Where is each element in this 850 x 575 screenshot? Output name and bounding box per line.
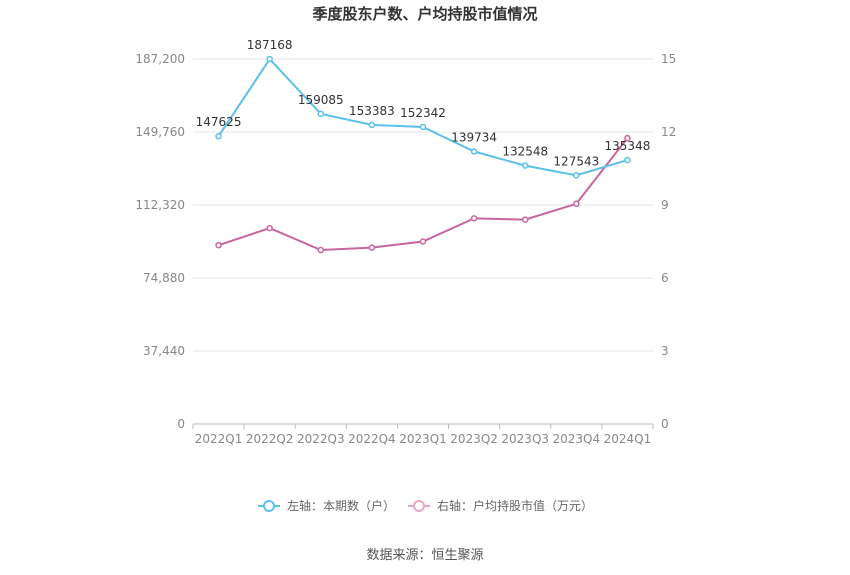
data-point — [266, 55, 273, 63]
left-tick-label: 74,880 — [143, 271, 185, 285]
data-label: 152342 — [400, 106, 446, 120]
data-point — [573, 172, 580, 179]
x-tick-label: 2022Q1 — [195, 432, 243, 446]
right-tick-label: 6 — [661, 271, 669, 285]
x-tick-label: 2023Q2 — [450, 432, 498, 446]
data-label: 127543 — [553, 154, 599, 168]
data-label: 187168 — [247, 38, 293, 52]
chart-title: 季度股东户数、户均持股市值情况 — [312, 5, 537, 23]
x-tick-label: 2022Q2 — [246, 432, 294, 446]
legend-label: 左轴：本期数（户） — [287, 498, 395, 513]
x-tick-label: 2024Q1 — [604, 432, 652, 446]
right-tick-label: 0 — [661, 417, 669, 431]
right-tick-label: 15 — [661, 52, 676, 66]
left-axis: 0 37,440 74,880 112,320 149,760 187,200 — [135, 52, 185, 431]
data-label: 139734 — [451, 131, 497, 145]
right-tick-label: 9 — [661, 198, 669, 212]
data-point — [470, 148, 478, 155]
data-point — [419, 238, 427, 245]
x-tick-label: 2022Q3 — [297, 432, 345, 446]
left-tick-label: 187,200 — [135, 52, 185, 66]
right-tick-label: 3 — [661, 344, 669, 358]
left-tick-label: 0 — [177, 417, 185, 431]
x-tick-label: 2023Q1 — [399, 432, 447, 446]
data-label: 147625 — [196, 115, 242, 129]
right-tick-label: 12 — [661, 125, 676, 139]
source-note: 数据来源：恒生聚源 — [366, 548, 483, 563]
x-tick-label: 2022Q4 — [348, 432, 396, 446]
data-point — [624, 134, 631, 142]
x-axis: 2022Q1 2022Q2 2022Q3 2022Q4 2023Q1 2023Q2 2023… — [192, 424, 654, 446]
data-label: 132548 — [502, 145, 548, 159]
data-point — [573, 200, 580, 208]
data-point — [266, 224, 273, 232]
data-point — [470, 215, 478, 222]
data-point — [317, 110, 325, 118]
data-point — [368, 121, 376, 129]
data-label: 135348 — [605, 139, 651, 153]
data-point — [317, 246, 325, 254]
legend-swatch-marker — [263, 500, 275, 512]
data-point — [215, 241, 222, 249]
data-point — [624, 156, 631, 164]
data-point — [521, 216, 529, 223]
data-point — [521, 162, 529, 169]
data-point — [368, 244, 376, 251]
left-tick-label: 149,760 — [135, 125, 185, 139]
x-tick-label: 2023Q3 — [501, 432, 549, 446]
data-label: 153383 — [349, 104, 395, 118]
legend-label: 右轴：户均持股市值（万元） — [437, 498, 593, 513]
right-axis: 0 3 6 9 12 15 — [661, 52, 676, 431]
left-tick-label: 112,320 — [135, 198, 185, 212]
series: 147625 187168 159085 153383 152342 139734 1325… — [196, 38, 651, 254]
x-tick-label: 2023Q4 — [553, 432, 601, 446]
left-tick-label: 37,440 — [143, 344, 185, 358]
legend-swatch-marker — [413, 500, 425, 512]
data-label: 159085 — [298, 93, 344, 107]
data-point — [419, 123, 427, 131]
data-point — [215, 132, 222, 140]
legend[interactable]: 左轴：本期数（户） 右轴：户均持股市值（万元） — [258, 498, 593, 513]
